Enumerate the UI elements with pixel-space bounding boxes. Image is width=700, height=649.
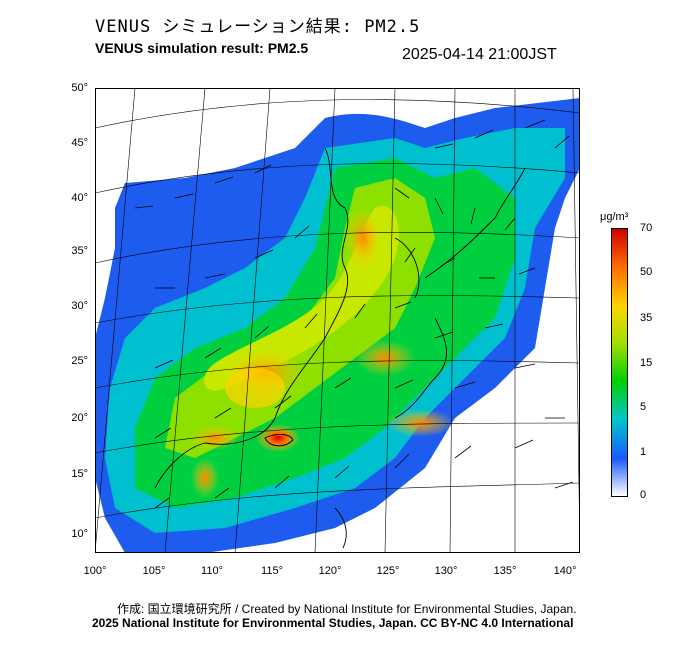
pm25-map xyxy=(95,88,580,553)
colorbar-tick-35: 35 xyxy=(640,312,653,324)
lat-label-30: 30° xyxy=(71,300,88,312)
colorbar-tick-0: 0 xyxy=(640,489,647,501)
lon-label-120: 120° xyxy=(318,565,342,577)
colorbar-tick-5: 5 xyxy=(640,401,647,413)
lat-label-10: 10° xyxy=(71,528,88,540)
title-ja: VENUS シミュレーション結果: PM2.5 xyxy=(95,17,421,37)
colorbar-tick-15: 15 xyxy=(640,357,653,369)
credit-line-1: 作成: 国立環境研究所 / Created by National Instit… xyxy=(117,602,577,616)
colorbar-unit: μg/m³ xyxy=(600,211,629,223)
colorbar-tick-1: 1 xyxy=(640,446,647,458)
colorbar-tick-50: 50 xyxy=(640,266,653,278)
lat-label-40: 40° xyxy=(71,192,88,204)
title-en: VENUS simulation result: PM2.5 xyxy=(95,40,309,56)
lat-label-25: 25° xyxy=(71,355,88,367)
lon-label-100: 100° xyxy=(83,565,107,577)
lat-label-15: 15° xyxy=(71,468,88,480)
timestamp: 2025-04-14 21:00JST xyxy=(402,46,557,63)
map-canvas xyxy=(95,88,580,553)
colorbar xyxy=(611,228,628,497)
wind-vectors xyxy=(134,119,574,509)
lat-label-20: 20° xyxy=(71,412,88,424)
lat-label-35: 35° xyxy=(71,245,88,257)
colorbar-tick-70: 70 xyxy=(640,222,653,234)
graticule xyxy=(95,88,580,553)
pm25-field xyxy=(95,98,580,553)
lon-label-140: 140° xyxy=(553,565,577,577)
lat-label-50: 50° xyxy=(71,82,88,94)
lon-label-125: 125° xyxy=(376,565,400,577)
lon-label-110: 110° xyxy=(201,565,223,577)
lon-label-105: 105° xyxy=(142,565,166,577)
lat-label-45: 45° xyxy=(71,137,88,149)
credit-line-2: 2025 National Institute for Environmenta… xyxy=(92,616,574,630)
lon-label-115: 115° xyxy=(261,565,283,577)
lon-label-130: 130° xyxy=(434,565,458,577)
lon-label-135: 135° xyxy=(493,565,517,577)
coastline xyxy=(154,147,526,549)
